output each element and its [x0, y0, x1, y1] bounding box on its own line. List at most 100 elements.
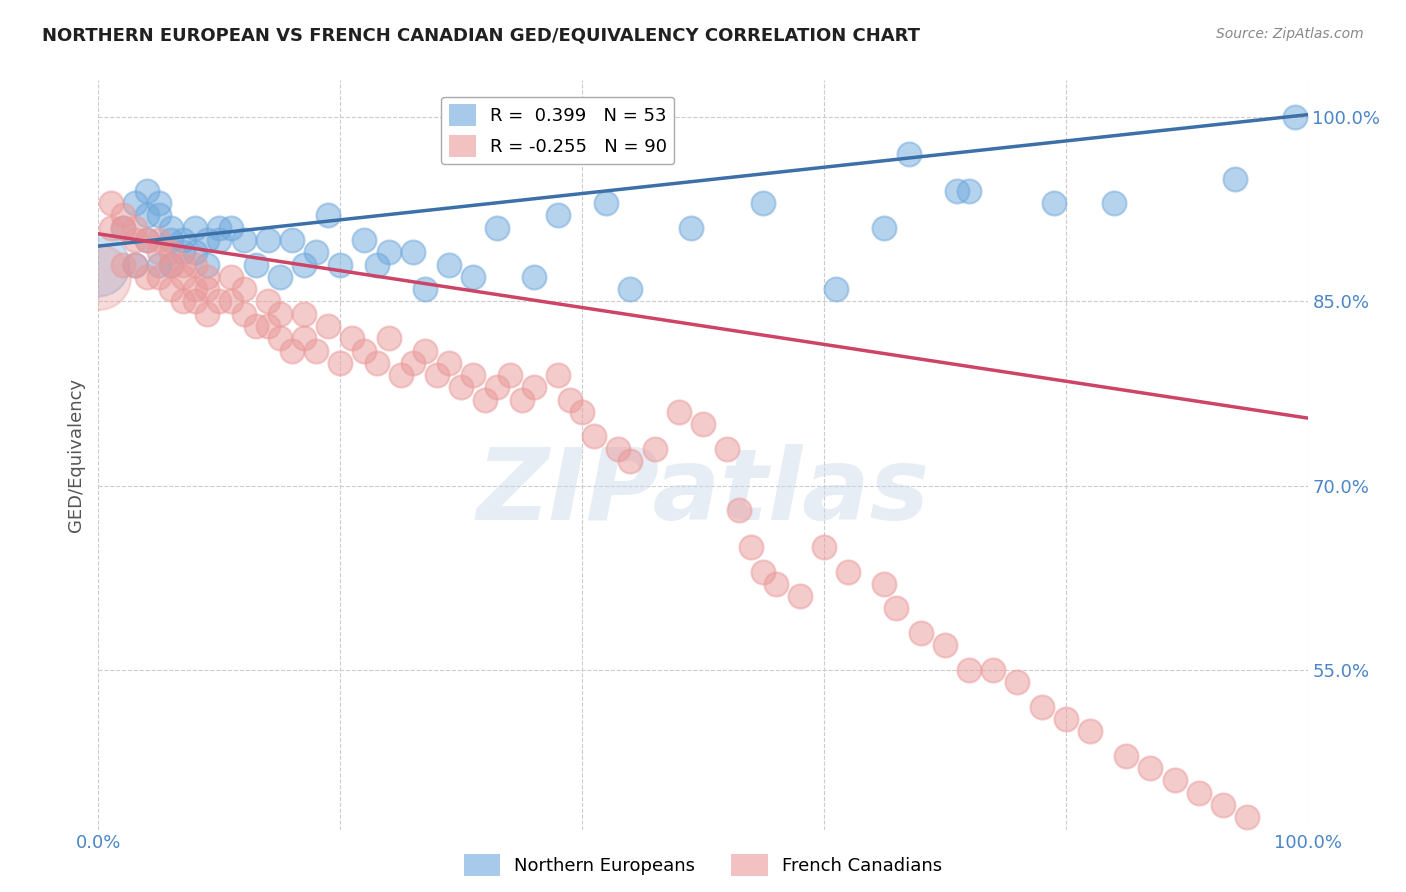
- Point: [886, 601, 908, 615]
- Point: [148, 258, 170, 272]
- Point: [353, 233, 375, 247]
- Point: [87, 258, 110, 272]
- Point: [232, 282, 254, 296]
- Point: [124, 196, 146, 211]
- Point: [426, 368, 449, 382]
- Point: [256, 233, 278, 247]
- Point: [728, 503, 751, 517]
- Point: [281, 343, 304, 358]
- Point: [342, 331, 364, 345]
- Point: [208, 220, 231, 235]
- Point: [679, 220, 702, 235]
- Point: [1163, 773, 1185, 788]
- Point: [571, 405, 593, 419]
- Point: [474, 392, 496, 407]
- Point: [87, 269, 110, 284]
- Point: [437, 258, 460, 272]
- Point: [100, 220, 122, 235]
- Text: NORTHERN EUROPEAN VS FRENCH CANADIAN GED/EQUIVALENCY CORRELATION CHART: NORTHERN EUROPEAN VS FRENCH CANADIAN GED…: [42, 27, 920, 45]
- Point: [135, 233, 157, 247]
- Point: [184, 294, 207, 309]
- Point: [366, 258, 388, 272]
- Point: [413, 282, 436, 296]
- Point: [160, 258, 183, 272]
- Point: [232, 307, 254, 321]
- Point: [1007, 675, 1029, 690]
- Point: [195, 282, 218, 296]
- Point: [668, 405, 690, 419]
- Point: [208, 233, 231, 247]
- Point: [353, 343, 375, 358]
- Point: [269, 269, 291, 284]
- Point: [160, 258, 183, 272]
- Point: [1102, 196, 1125, 211]
- Point: [124, 220, 146, 235]
- Point: [813, 540, 835, 554]
- Point: [523, 269, 546, 284]
- Point: [402, 245, 425, 260]
- Point: [135, 208, 157, 222]
- Point: [510, 392, 533, 407]
- Point: [292, 258, 315, 272]
- Point: [160, 245, 183, 260]
- Point: [1078, 724, 1101, 739]
- Point: [305, 245, 328, 260]
- Point: [765, 577, 787, 591]
- Point: [619, 282, 641, 296]
- Point: [111, 220, 134, 235]
- Point: [195, 233, 218, 247]
- Point: [111, 220, 134, 235]
- Point: [329, 258, 352, 272]
- Point: [716, 442, 738, 456]
- Point: [463, 368, 485, 382]
- Point: [1284, 110, 1306, 124]
- Point: [752, 196, 775, 211]
- Point: [172, 233, 194, 247]
- Point: [981, 663, 1004, 677]
- Point: [124, 233, 146, 247]
- Point: [172, 269, 194, 284]
- Point: [124, 258, 146, 272]
- Point: [740, 540, 762, 554]
- Point: [195, 258, 218, 272]
- Point: [377, 331, 399, 345]
- Point: [269, 331, 291, 345]
- Point: [1236, 810, 1258, 824]
- Point: [195, 269, 218, 284]
- Point: [148, 245, 170, 260]
- Point: [124, 258, 146, 272]
- Point: [135, 233, 157, 247]
- Point: [221, 269, 243, 284]
- Point: [934, 638, 956, 652]
- Point: [148, 208, 170, 222]
- Point: [486, 380, 509, 394]
- Point: [595, 196, 617, 211]
- Point: [305, 343, 328, 358]
- Point: [946, 184, 969, 198]
- Point: [873, 577, 896, 591]
- Point: [837, 565, 859, 579]
- Point: [221, 294, 243, 309]
- Point: [558, 392, 581, 407]
- Point: [245, 258, 267, 272]
- Point: [463, 269, 485, 284]
- Point: [910, 626, 932, 640]
- Point: [329, 356, 352, 370]
- Point: [957, 184, 980, 198]
- Point: [437, 356, 460, 370]
- Point: [184, 245, 207, 260]
- Point: [184, 220, 207, 235]
- Point: [789, 589, 811, 603]
- Point: [292, 307, 315, 321]
- Point: [172, 258, 194, 272]
- Point: [100, 196, 122, 211]
- Point: [402, 356, 425, 370]
- Point: [1054, 712, 1077, 726]
- Point: [607, 442, 630, 456]
- Point: [692, 417, 714, 432]
- Point: [957, 663, 980, 677]
- Point: [1223, 171, 1246, 186]
- Point: [644, 442, 666, 456]
- Point: [389, 368, 412, 382]
- Point: [377, 245, 399, 260]
